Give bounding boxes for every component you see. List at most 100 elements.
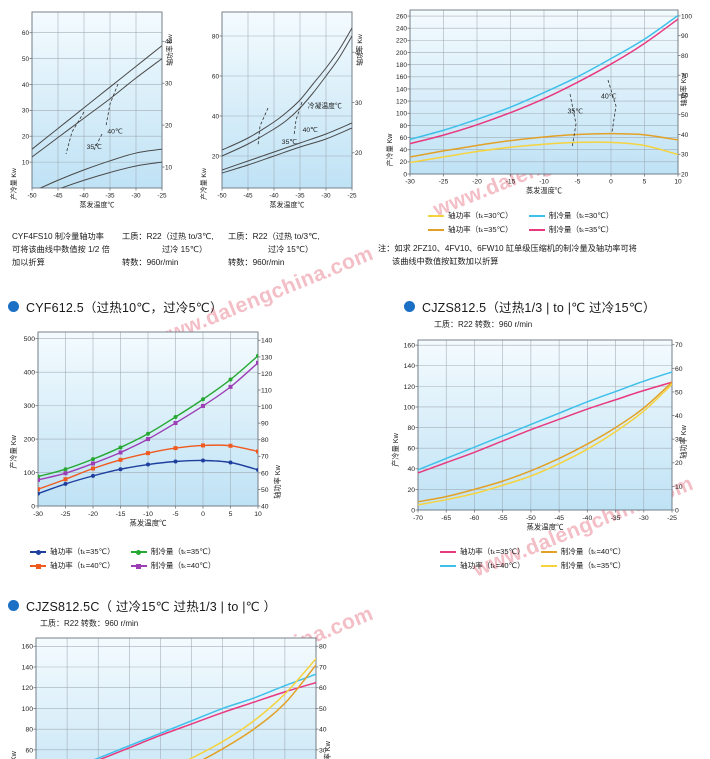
svg-text:-35: -35: [295, 192, 305, 199]
caption-right: 工质：R22（过热 to/3℃, 过冷 15℃） 转数：960r/min: [228, 230, 320, 269]
svg-text:100: 100: [22, 706, 34, 713]
svg-text:60: 60: [400, 135, 408, 142]
svg-text:40℃: 40℃: [107, 129, 123, 136]
svg-text:50: 50: [675, 389, 683, 396]
chart-cyf612: -30 -25 -20 -15 -10 -5 0 5 100100200300400500405…: [9, 331, 282, 528]
svg-text:50: 50: [22, 56, 30, 63]
svg-text:60: 60: [25, 747, 33, 754]
legend-swatch: [528, 228, 545, 231]
legend-swatch: [528, 214, 545, 217]
legend-item: 轴功率（tₖ=40℃）: [440, 560, 525, 571]
legend-label: 轴功率（tₖ=30℃）: [448, 211, 513, 220]
svg-text:40: 40: [675, 413, 683, 420]
bullet-icon: [8, 600, 19, 611]
legend-item: 轴功率（tₖ=40℃）: [30, 560, 115, 571]
svg-text:30: 30: [681, 152, 689, 159]
section-subinfo-cjzs812: 工质：R22 转数：960 r/min: [434, 320, 533, 329]
section-header-cyf612: CYF612.5（过热10℃，过冷5℃）: [8, 297, 223, 316]
svg-text:产冷量 Kw: 产冷量 Kw: [199, 168, 208, 200]
section-subinfo-cjzs812c: 工质：R22 转数：960 r/min: [40, 619, 139, 628]
svg-text:35℃: 35℃: [87, 144, 103, 151]
svg-text:110: 110: [261, 387, 272, 394]
svg-text:-10: -10: [143, 511, 153, 518]
svg-text:260: 260: [396, 13, 407, 20]
svg-text:160: 160: [404, 343, 416, 350]
svg-text:-25: -25: [347, 192, 357, 199]
legend-label: 轴功率（tₖ=35℃）: [460, 547, 525, 556]
svg-text:90: 90: [261, 421, 269, 428]
legend-label: 制冷量（tₖ=35℃）: [150, 547, 216, 556]
svg-text:400: 400: [24, 370, 36, 377]
legend-marker: [35, 564, 41, 569]
svg-text:120: 120: [396, 98, 407, 105]
legend-marker: [136, 550, 142, 555]
svg-text:10: 10: [254, 511, 262, 518]
svg-text:40: 40: [400, 147, 408, 154]
svg-text:0: 0: [411, 507, 415, 514]
svg-text:-60: -60: [470, 515, 480, 522]
caption-middle: 工质：R22（过热 to/3℃, 过冷 15℃） 转数：960r/min: [122, 230, 214, 269]
section-title-cyf612: CYF612.5（过热10℃，过冷5℃）: [26, 301, 223, 315]
bullet-icon: [8, 301, 19, 312]
svg-text:40: 40: [22, 82, 30, 89]
legend-label: 轴功率（tₖ=35℃）: [448, 225, 513, 234]
svg-text:30: 30: [165, 81, 173, 88]
svg-text:30: 30: [22, 108, 30, 115]
legend-item: 制冷量（tₖ=35℃）: [540, 560, 625, 571]
svg-text:50: 50: [261, 487, 269, 494]
caption-left-line2: 可将该曲线中数值按 1/2 倍: [12, 245, 110, 254]
svg-text:-30: -30: [405, 179, 415, 186]
svg-text:蒸发温度℃: 蒸发温度℃: [526, 186, 562, 195]
svg-text:40℃: 40℃: [601, 94, 617, 101]
svg-text:40: 40: [681, 132, 689, 139]
legend-swatch: [428, 228, 444, 231]
svg-text:-40: -40: [269, 192, 279, 199]
svg-text:产冷量 Kw: 产冷量 Kw: [385, 133, 394, 167]
svg-text:轴功率 Kw: 轴功率 Kw: [679, 424, 688, 458]
svg-text:产冷量 Kw: 产冷量 Kw: [9, 168, 18, 200]
svg-text:-30: -30: [639, 515, 649, 522]
svg-text:20: 20: [212, 153, 220, 160]
svg-text:10: 10: [674, 179, 682, 186]
legend-cjzs812: 轴功率（tₖ=35℃） 制冷量（tₖ=40℃） 轴功率（tₖ=40℃） 制冷量（tₖ=…: [440, 546, 625, 571]
svg-text:80: 80: [681, 53, 689, 60]
svg-text:-35: -35: [105, 192, 115, 199]
svg-text:180: 180: [396, 62, 407, 69]
caption-middle-line2: 过冷 15℃）: [162, 245, 208, 254]
svg-text:50: 50: [681, 112, 689, 119]
svg-text:30: 30: [675, 437, 683, 444]
svg-text:10: 10: [165, 164, 173, 171]
svg-text:60: 60: [319, 685, 327, 692]
svg-text:20: 20: [400, 159, 408, 166]
chart-panel-cyf4fs10-right: 冷凝温度℃ 35℃ 40℃ -50 -45 -40 -35 -30 -25 20 40 60 80 20 3…: [196, 4, 376, 216]
chart-cjzs812: -70 -65 -60 -55 -50 -45 -40 -35 -30 -250204060801…: [391, 339, 688, 532]
svg-text:70: 70: [261, 454, 269, 461]
legend-swatch: [540, 564, 557, 567]
svg-text:140: 140: [261, 338, 273, 345]
legend-swatch: [130, 564, 147, 569]
svg-text:100: 100: [261, 404, 273, 411]
legend-item: 制冷量（tₖ=40℃）: [540, 546, 625, 557]
svg-text:80: 80: [407, 425, 415, 432]
svg-text:蒸发温度℃: 蒸发温度℃: [80, 200, 115, 209]
svg-text:160: 160: [396, 74, 407, 81]
legend-item: 轴功率（tₖ=35℃）: [30, 546, 115, 557]
svg-text:70: 70: [319, 664, 327, 671]
caption-left: CYF4FS10 制冷量轴功率 可将该曲线中数值按 1/2 倍 加以折算: [12, 230, 110, 269]
legend-top-right: 轴功率（tₖ=30℃） 制冷量（tₖ=30℃） 轴功率（tₖ=35℃） 制冷量（tₖ=…: [428, 210, 613, 235]
svg-text:60: 60: [261, 470, 269, 477]
svg-text:产冷量 Kw: 产冷量 Kw: [9, 434, 18, 468]
caption-right-line2: 过冷 15℃）: [268, 245, 314, 254]
svg-text:200: 200: [396, 50, 407, 57]
svg-text:35℃: 35℃: [567, 108, 583, 115]
chart-top-right: 35℃40℃-30 -25 -20 -15 -10 -5 0 5 100204060801001…: [385, 9, 692, 195]
svg-text:-30: -30: [131, 192, 141, 199]
svg-text:-30: -30: [321, 192, 331, 199]
svg-text:0: 0: [403, 171, 407, 178]
svg-text:-45: -45: [243, 192, 253, 199]
svg-text:-50: -50: [526, 515, 536, 522]
svg-text:140: 140: [404, 363, 416, 370]
svg-text:-45: -45: [554, 515, 564, 522]
svg-text:40: 40: [319, 727, 327, 734]
svg-text:240: 240: [396, 26, 407, 33]
